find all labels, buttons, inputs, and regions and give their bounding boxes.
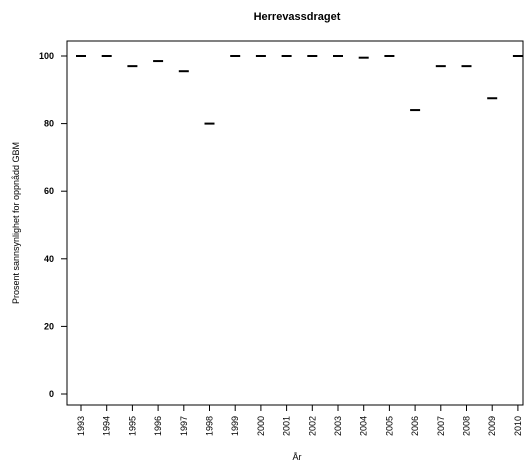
chart-title: Herrevassdraget xyxy=(254,11,341,23)
y-tick-label-0: 0 xyxy=(49,389,54,399)
x-axis-title: År xyxy=(293,452,302,462)
x-tick-label-2009: 2009 xyxy=(487,416,497,436)
x-tick-label-2008: 2008 xyxy=(462,416,472,436)
x-axis: 1993 1994 1995 1996 1997 1998 1999 2000 2001 2002… xyxy=(76,405,523,436)
x-tick-label-2006: 2006 xyxy=(410,416,420,436)
x-tick-label-2001: 2001 xyxy=(282,416,292,436)
x-tick-label-2003: 2003 xyxy=(333,416,343,436)
y-axis: 0 20 40 60 80 100 xyxy=(39,51,67,399)
x-tick-label-1993: 1993 xyxy=(76,416,86,436)
y-tick-label-60: 60 xyxy=(44,186,54,196)
y-tick-label-100: 100 xyxy=(39,51,54,61)
data-marks xyxy=(76,55,523,125)
x-tick-label-1996: 1996 xyxy=(153,416,163,436)
x-tick-label-2010: 2010 xyxy=(513,416,523,436)
x-tick-label-1999: 1999 xyxy=(230,416,240,436)
x-tick-label-2002: 2002 xyxy=(307,416,317,436)
x-tick-label-2004: 2004 xyxy=(359,416,369,436)
y-axis-title: Prosent sannsynlighet for oppnådd GBM xyxy=(11,142,21,304)
x-tick-label-2005: 2005 xyxy=(384,416,394,436)
y-tick-label-40: 40 xyxy=(44,254,54,264)
x-tick-label-1998: 1998 xyxy=(205,416,215,436)
x-tick-label-2000: 2000 xyxy=(256,416,266,436)
x-tick-label-1995: 1995 xyxy=(127,416,137,436)
x-tick-label-1994: 1994 xyxy=(102,416,112,436)
y-tick-label-20: 20 xyxy=(44,321,54,331)
x-tick-label-2007: 2007 xyxy=(436,416,446,436)
plot-frame xyxy=(66,40,524,406)
y-tick-label-80: 80 xyxy=(44,119,54,129)
x-tick-label-1997: 1997 xyxy=(179,416,189,436)
